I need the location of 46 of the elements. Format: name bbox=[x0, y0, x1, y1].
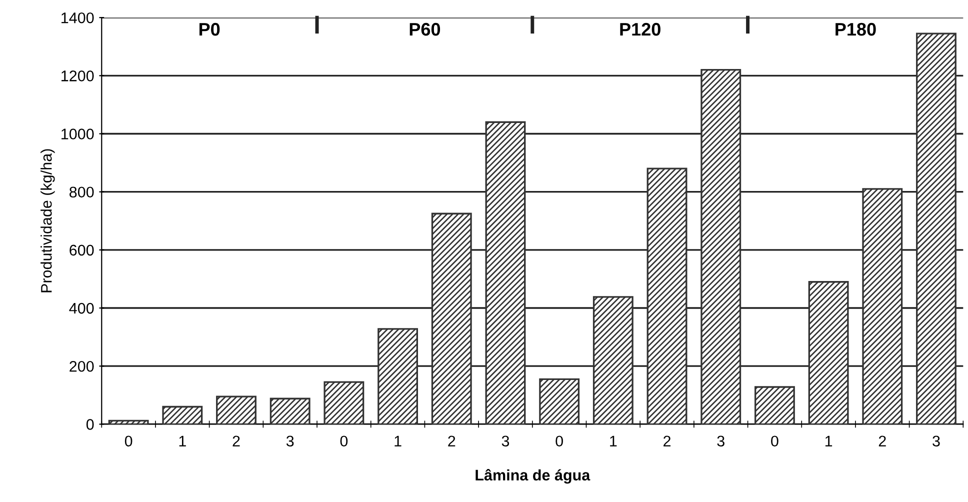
bar bbox=[539, 378, 580, 424]
x-tick-label: 0 bbox=[340, 436, 348, 447]
y-tick-label: 600 bbox=[70, 244, 94, 256]
y-tick-label: 0 bbox=[86, 419, 94, 430]
x-tick-label: 3 bbox=[717, 436, 724, 447]
bar bbox=[592, 296, 634, 424]
x-tick-label: 0 bbox=[124, 436, 132, 447]
bar bbox=[324, 381, 364, 424]
bar bbox=[108, 420, 149, 424]
bar bbox=[216, 396, 256, 424]
x-tick-label: 1 bbox=[610, 436, 617, 446]
x-tick-label: 3 bbox=[932, 436, 940, 447]
x-tick-label: 2 bbox=[232, 436, 240, 446]
y-axis-title: Produtividade (kg/ha) bbox=[40, 149, 55, 292]
bar bbox=[754, 386, 795, 424]
x-tick-label: 1 bbox=[394, 436, 402, 446]
annotation: P60 bbox=[410, 22, 440, 36]
y-tick-label: 1400 bbox=[62, 12, 94, 24]
bar bbox=[162, 406, 203, 424]
annotation: P0 bbox=[199, 22, 220, 36]
bar bbox=[646, 168, 688, 424]
x-tick-label: 2 bbox=[448, 436, 456, 446]
bar bbox=[916, 32, 956, 424]
x-tick-label: 3 bbox=[286, 436, 294, 447]
bar bbox=[862, 188, 903, 424]
y-tick-label: 1000 bbox=[62, 128, 94, 140]
bar bbox=[700, 69, 742, 424]
y-tick-label: 200 bbox=[70, 360, 94, 372]
x-axis-title: Lâmina de água bbox=[476, 468, 590, 484]
x-tick-label: 0 bbox=[556, 436, 563, 447]
bar bbox=[431, 212, 472, 424]
bar bbox=[270, 398, 310, 424]
bar bbox=[378, 328, 418, 424]
y-tick-label: 800 bbox=[70, 186, 94, 198]
x-tick-label: 2 bbox=[664, 436, 670, 446]
x-tick-label: 3 bbox=[502, 436, 510, 447]
x-tick-label: 0 bbox=[771, 436, 778, 447]
annotation: P180 bbox=[836, 22, 876, 36]
x-tick-label: 2 bbox=[878, 436, 886, 446]
bar bbox=[808, 281, 849, 424]
bar bbox=[485, 121, 526, 424]
y-tick-label: 1200 bbox=[62, 70, 94, 82]
x-tick-label: 1 bbox=[825, 436, 832, 446]
y-tick-label: 400 bbox=[69, 302, 94, 314]
annotation: P120 bbox=[620, 22, 660, 36]
x-tick-label: 1 bbox=[179, 436, 186, 446]
